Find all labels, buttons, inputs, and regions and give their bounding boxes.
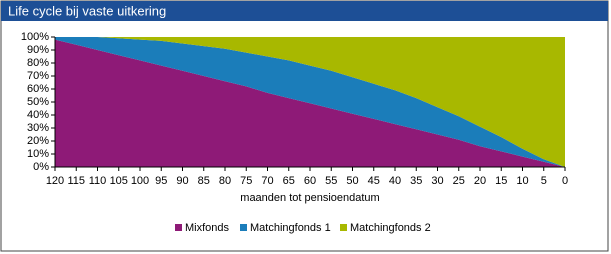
legend-swatch <box>240 224 247 231</box>
y-tick-label: 80% <box>27 57 49 69</box>
y-tick-label: 90% <box>27 44 49 56</box>
x-tick-label: 20 <box>474 175 486 187</box>
area <box>55 37 565 167</box>
y-tick-label: 0% <box>33 161 49 173</box>
x-tick-label: 5 <box>541 175 547 187</box>
x-tick-label: 105 <box>110 175 128 187</box>
legend-label: Mixfonds <box>185 222 230 234</box>
y-tick-label: 60% <box>27 83 49 95</box>
title-bar <box>1 1 608 21</box>
area <box>55 37 565 167</box>
y-tick-label: 30% <box>27 122 49 134</box>
x-tick-label: 100 <box>131 175 149 187</box>
x-tick-label: 80 <box>219 175 231 187</box>
x-tick-label: 40 <box>389 175 401 187</box>
y-tick-label: 100% <box>21 31 49 43</box>
x-tick-label: 0 <box>562 175 568 187</box>
x-tick-label: 110 <box>89 175 107 187</box>
legend-swatch <box>340 224 347 231</box>
x-tick-label: 50 <box>346 175 358 187</box>
x-tick-label: 25 <box>453 175 465 187</box>
x-tick-label: 115 <box>67 175 85 187</box>
y-tick-label: 70% <box>27 70 49 82</box>
x-tick-label: 65 <box>283 175 295 187</box>
x-tick-label: 85 <box>198 175 210 187</box>
x-axis-label: maanden tot pensioendatum <box>240 192 379 204</box>
y-tick-label: 10% <box>27 148 49 160</box>
legend-label: Matchingfonds 1 <box>250 222 331 234</box>
x-tick-label: 70 <box>261 175 273 187</box>
legend-swatch <box>175 224 182 231</box>
x-tick-label: 30 <box>431 175 443 187</box>
chart-title: Life cycle bij vaste uitkering <box>8 3 166 18</box>
x-tick-label: 10 <box>516 175 528 187</box>
x-tick-label: 95 <box>155 175 167 187</box>
x-tick-label: 55 <box>325 175 337 187</box>
y-tick-label: 50% <box>27 96 49 108</box>
x-tick-label: 120 <box>46 175 64 187</box>
x-tick-label: 60 <box>304 175 316 187</box>
x-tick-label: 15 <box>495 175 507 187</box>
y-tick-label: 40% <box>27 109 49 121</box>
x-tick-label: 75 <box>240 175 252 187</box>
legend-label: Matchingfonds 2 <box>350 222 431 234</box>
y-tick-label: 20% <box>27 135 49 147</box>
x-tick-label: 90 <box>176 175 188 187</box>
x-tick-label: 45 <box>368 175 380 187</box>
x-tick-label: 35 <box>410 175 422 187</box>
